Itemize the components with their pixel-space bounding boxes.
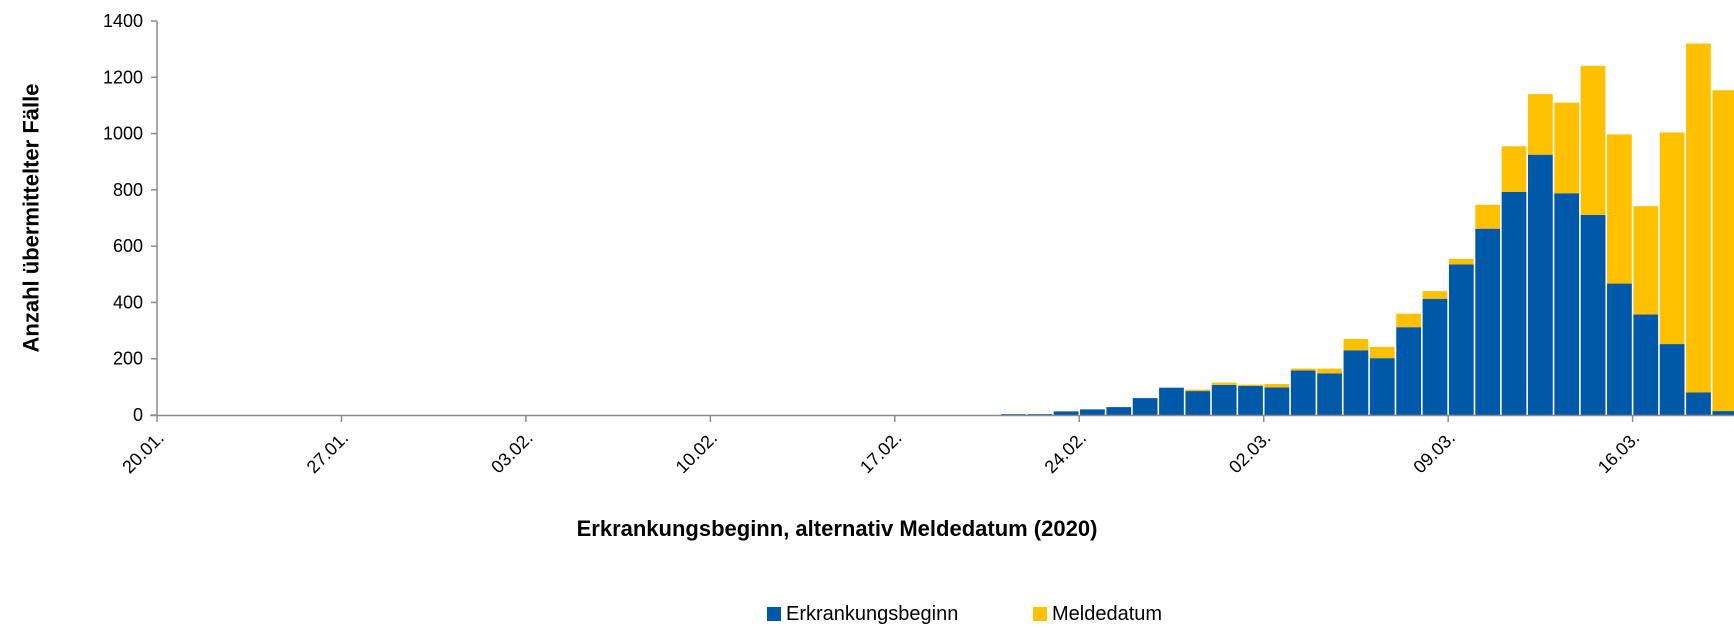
bar-meldedatum: [1686, 43, 1711, 393]
bar-meldedatum: [1633, 206, 1659, 315]
bar-erkrankungsbeginn: [1185, 391, 1211, 415]
bar-erkrankungsbeginn: [1501, 191, 1527, 415]
bar-erkrankungsbeginn: [1264, 387, 1290, 415]
y-tick-label: 800: [113, 180, 143, 200]
bar-meldedatum: [1659, 132, 1685, 345]
bar-meldedatum: [1317, 368, 1342, 374]
bar-erkrankungsbeginn: [1001, 414, 1026, 415]
x-tick-label: 16.03.: [1594, 428, 1644, 478]
legend-label-meldedatum: Meldedatum: [1052, 603, 1162, 625]
bar-erkrankungsbeginn: [1159, 387, 1184, 415]
bar-erkrankungsbeginn: [1633, 314, 1659, 415]
bar-erkrankungsbeginn: [1106, 407, 1132, 415]
bar-meldedatum: [1238, 384, 1263, 387]
y-axis-ticks: 0 200 400 600 800 1000 1200 1400: [103, 11, 157, 425]
x-tick-label: 20.01.: [118, 428, 168, 478]
y-tick-label: 400: [113, 292, 143, 312]
bar-erkrankungsbeginn: [1290, 370, 1316, 415]
bar-erkrankungsbeginn: [1369, 358, 1395, 415]
x-axis-title: Erkrankungsbeginn, alternativ Meldedatum…: [577, 516, 1098, 541]
bar-erkrankungsbeginn: [1448, 264, 1474, 415]
bar-erkrankungsbeginn: [1607, 283, 1632, 415]
bar-erkrankungsbeginn: [1211, 384, 1237, 415]
y-tick-label: 1000: [103, 124, 143, 144]
bar-meldedatum: [1580, 65, 1606, 215]
bar-meldedatum: [1448, 258, 1474, 265]
bar-meldedatum: [1712, 90, 1734, 412]
bar-erkrankungsbeginn: [1132, 398, 1158, 415]
x-tick-label: 27.01.: [303, 428, 353, 478]
bar-meldedatum: [1343, 339, 1369, 351]
x-tick-label: 03.02.: [487, 428, 537, 478]
bar-erkrankungsbeginn: [1659, 344, 1685, 415]
bar-erkrankungsbeginn: [1422, 298, 1448, 415]
bar-meldedatum: [1422, 291, 1448, 299]
y-tick-label: 200: [113, 349, 143, 369]
bar-meldedatum: [1185, 389, 1211, 392]
y-tick-label: 1200: [103, 67, 143, 87]
bar-erkrankungsbeginn: [1554, 193, 1580, 415]
bar-meldedatum: [1528, 94, 1553, 155]
bar-meldedatum: [1396, 313, 1421, 328]
bar-meldedatum: [1290, 368, 1316, 371]
bar-meldedatum: [1211, 382, 1237, 385]
bar-erkrankungsbeginn: [1396, 327, 1421, 415]
bars: [1001, 43, 1734, 415]
bar-erkrankungsbeginn: [1343, 350, 1369, 415]
bar-erkrankungsbeginn: [1712, 411, 1734, 415]
bar-erkrankungsbeginn: [1475, 228, 1501, 415]
bar-meldedatum: [1475, 204, 1501, 229]
legend-label-erkrankungsbeginn: Erkrankungsbeginn: [786, 603, 958, 625]
y-axis-title: Anzahl übermittelter Fälle: [19, 84, 44, 353]
y-tick-label: 600: [113, 236, 143, 256]
bar-meldedatum: [1369, 346, 1395, 359]
x-tick-label: 24.02.: [1041, 428, 1091, 478]
bar-erkrankungsbeginn: [1238, 386, 1263, 415]
x-axis-ticks: 20.01. 27.01. 03.02. 10.02. 17.02. 24.02. 02.0…: [118, 415, 1643, 477]
y-tick-label: 1400: [103, 11, 143, 31]
bar-erkrankungsbeginn: [1080, 409, 1105, 415]
y-tick-label: 0: [133, 405, 143, 425]
bar-erkrankungsbeginn: [1027, 414, 1053, 415]
bar-erkrankungsbeginn: [1317, 373, 1342, 415]
x-tick-label: 17.02.: [856, 428, 906, 478]
legend-swatch-meldedatum: [1033, 607, 1047, 621]
legend: Erkrankungsbeginn Meldedatum: [767, 603, 1162, 625]
x-tick-label: 10.02.: [672, 428, 722, 478]
bar-meldedatum: [1554, 102, 1580, 194]
legend-swatch-erkrankungsbeginn: [767, 607, 781, 621]
bar-meldedatum: [1501, 146, 1527, 192]
bar-meldedatum: [1264, 384, 1290, 388]
bar-erkrankungsbeginn: [1580, 214, 1606, 415]
bar-meldedatum: [1607, 134, 1632, 284]
x-tick-label: 09.03.: [1409, 428, 1459, 478]
x-tick-label: 02.03.: [1225, 428, 1275, 478]
bar-erkrankungsbeginn: [1528, 154, 1553, 415]
bar-erkrankungsbeginn: [1686, 392, 1711, 415]
bar-erkrankungsbeginn: [1053, 411, 1079, 415]
